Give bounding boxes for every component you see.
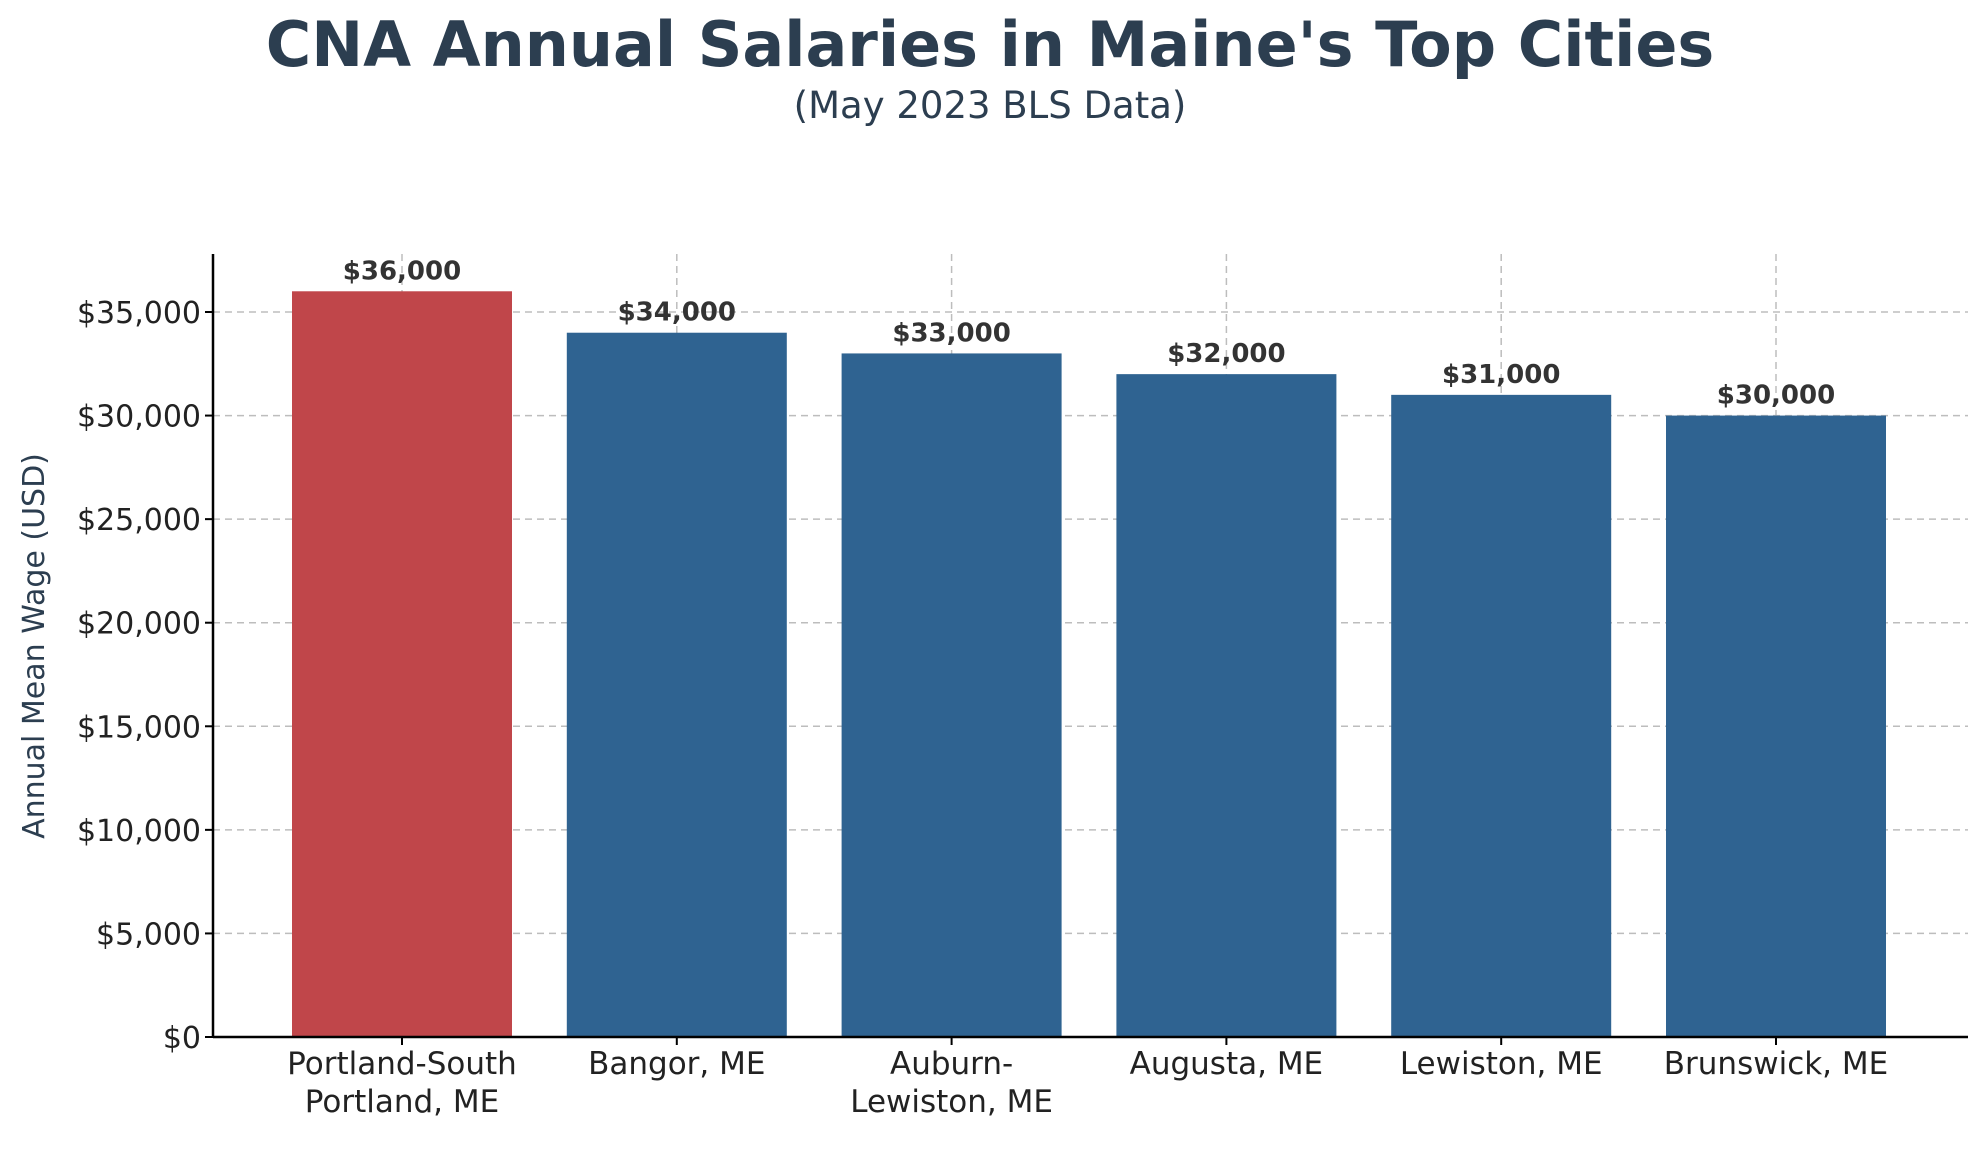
bar: [1116, 374, 1337, 1038]
x-tick-label: Lewiston, ME: [1400, 1046, 1603, 1082]
bars: [292, 291, 1886, 1038]
bar: [1391, 394, 1612, 1037]
value-label: $32,000: [1167, 339, 1285, 369]
x-tick-label: Portland, ME: [305, 1084, 499, 1120]
chart-title: CNA Annual Salaries in Maine's Top Citie…: [265, 8, 1715, 81]
value-label: $31,000: [1442, 360, 1560, 390]
value-label: $36,000: [343, 256, 461, 286]
value-label: $34,000: [618, 298, 736, 328]
y-tick-label: $35,000: [77, 296, 201, 331]
x-tick-label: Bangor, ME: [588, 1046, 765, 1082]
bar: [1666, 415, 1886, 1038]
value-labels: $36,000 $34,000 $33,000 $32,000 $31,000 $30,0…: [343, 256, 1835, 410]
x-tick-label: Portland-South: [287, 1046, 517, 1082]
y-tick-label: $25,000: [77, 503, 201, 538]
bar: [566, 332, 787, 1037]
x-tick-label: Augusta, ME: [1130, 1046, 1324, 1082]
bar: [841, 353, 1062, 1037]
y-tick-label: $0: [163, 1021, 201, 1056]
x-tick-label: Lewiston, ME: [850, 1084, 1053, 1120]
bar: [292, 291, 512, 1037]
y-tick-label: $5,000: [96, 917, 201, 952]
y-ticks: $0 $5,000 $10,000 $15,000 $20,000 $25,000 $30,…: [77, 296, 213, 1056]
y-tick-label: $30,000: [77, 400, 201, 435]
y-tick-label: $20,000: [77, 607, 201, 642]
x-tick-label: Brunswick, ME: [1664, 1046, 1888, 1082]
value-label: $33,000: [892, 318, 1010, 348]
y-tick-label: $10,000: [77, 814, 201, 849]
y-axis-label: Annual Mean Wage (USD): [17, 453, 52, 839]
axes: [211, 254, 1968, 1039]
x-tick-label: Auburn-: [890, 1046, 1013, 1082]
value-label: $30,000: [1717, 381, 1835, 411]
y-tick-label: $15,000: [77, 710, 201, 745]
chart-subtitle: (May 2023 BLS Data): [793, 84, 1187, 127]
